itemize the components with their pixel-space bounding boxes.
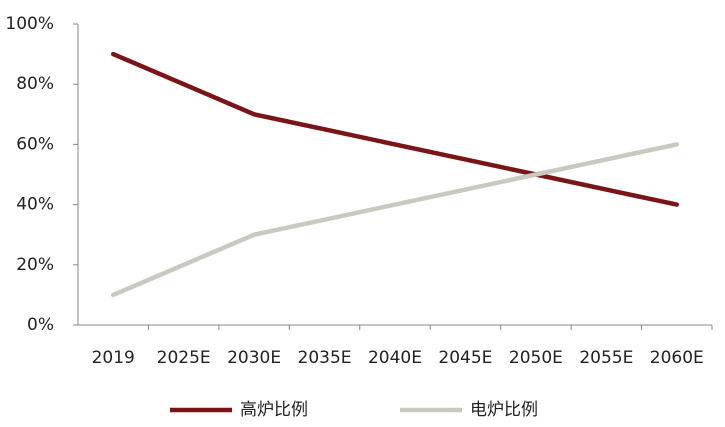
x-tick-label: 2050E	[509, 348, 563, 368]
y-tick-label: 20%	[16, 255, 54, 275]
y-tick-label: 80%	[16, 74, 54, 94]
legend-label: 高炉比例	[240, 400, 308, 420]
x-tick-label: 2035E	[298, 348, 352, 368]
x-tick-label: 2019	[92, 348, 135, 368]
x-tick-label: 2030E	[227, 348, 281, 368]
x-tick-label: 2040E	[368, 348, 422, 368]
y-tick-label: 100%	[5, 14, 54, 34]
x-tick-label: 2060E	[650, 348, 704, 368]
x-tick-label: 2045E	[438, 348, 492, 368]
y-tick-label: 0%	[27, 315, 54, 335]
x-tick-label: 2055E	[579, 348, 633, 368]
x-tick-label: 2025E	[157, 348, 211, 368]
legend-label: 电炉比例	[470, 400, 538, 420]
y-tick-label: 60%	[16, 134, 54, 154]
data-line	[110, 51, 680, 207]
data-line	[110, 142, 680, 298]
y-tick-label: 40%	[16, 195, 54, 215]
